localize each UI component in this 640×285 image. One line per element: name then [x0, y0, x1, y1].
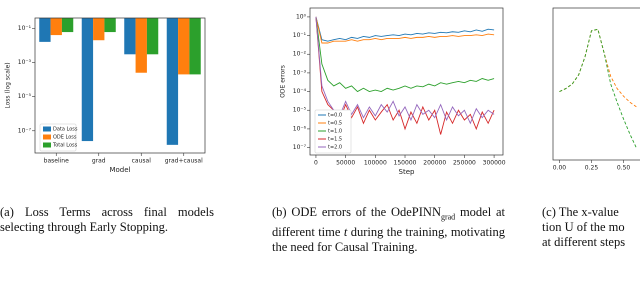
caption-c: (c) The x-value tion U of the mo at differ… [542, 205, 640, 250]
chart-b: 10⁰ 10⁻¹ 10⁻² 10⁻³ 10⁻⁴ 10⁻⁵ 10⁻⁶ 10⁻⁷ 0 50000 100… [280, 7, 506, 176]
caption-line: (c) The x-value [542, 205, 619, 219]
legend-swatch [43, 126, 51, 132]
bar [50, 18, 62, 36]
bar [166, 18, 179, 145]
plot-frame [309, 7, 504, 156]
x-tick-label: 0.25 [585, 165, 599, 172]
bar [104, 18, 116, 33]
y-tick-label: 10⁻³ [293, 69, 307, 76]
x-tick-label: grad+causal [165, 158, 203, 165]
y-tick-label: 10⁻⁵ [18, 93, 32, 100]
legend-swatch [43, 142, 51, 148]
bar [124, 18, 136, 55]
y-axis-label: Loss (log scale) [5, 62, 12, 108]
y-tick-label: 10⁻¹ [18, 25, 32, 32]
series-line [315, 16, 495, 125]
x-tick-label: 100000 [364, 160, 387, 167]
y-tick-label: 10⁻⁶ [293, 125, 307, 132]
x-tick-label: 200000 [423, 160, 446, 167]
plot-frame [34, 17, 206, 154]
legend-label: t=0.5 [328, 121, 342, 127]
legend-label: Data Loss [53, 127, 78, 133]
caption-part: grad [440, 212, 456, 222]
y-axis-label: ODE errors [280, 65, 287, 98]
legend-box [314, 109, 352, 154]
legend-label: t=1.5 [328, 137, 342, 143]
x-axis-label: Model [109, 166, 130, 174]
x-tick-label: 0.50 [617, 165, 631, 172]
bar [39, 18, 51, 42]
y-tick-label: 10⁻³ [18, 59, 32, 66]
bar [178, 18, 190, 75]
series-line [315, 16, 495, 44]
y-tick-label: 10⁻⁷ [18, 127, 32, 134]
y-tick-label: 10⁰ [296, 13, 307, 20]
series-line [315, 16, 495, 93]
bar [189, 18, 201, 75]
caption-part: (b) ODE errors of the OdePINN [272, 205, 441, 219]
caption-line: at different steps [542, 235, 626, 249]
x-tick-label: grad [92, 158, 106, 165]
chart-a: 10⁻¹ 10⁻³ 10⁻⁵ 10⁻⁷ baseline grad causal grad+c… [5, 17, 206, 174]
caption-part: t [343, 224, 348, 239]
x-tick-label: causal [132, 158, 152, 165]
x-tick-label: 0.00 [553, 165, 567, 172]
caption-b: (b) ODE errors of the OdePINNgrad model … [272, 205, 505, 255]
y-tick-label: 10⁻² [293, 51, 307, 58]
bar [61, 18, 74, 33]
y-tick-label: 10⁻¹ [293, 32, 307, 39]
caption-part: model at different time [272, 205, 506, 239]
bar [146, 18, 159, 55]
x-tick-label: 0 [314, 160, 318, 167]
x-tick-label: 50000 [336, 160, 355, 167]
series-line [315, 16, 495, 135]
x-tick-label: 150000 [394, 160, 417, 167]
series-line [315, 16, 495, 42]
bar [135, 18, 147, 73]
x-tick-label: 250000 [453, 160, 476, 167]
legend-label: t=2.0 [328, 145, 342, 151]
legend-label: t=0.0 [328, 113, 342, 119]
legend-swatch [43, 134, 51, 140]
caption-line: tion U of the mo [542, 220, 625, 234]
bar [81, 18, 94, 142]
y-tick-label: 10⁻⁵ [293, 107, 307, 114]
series-line [559, 28, 637, 149]
caption-a: (a) Loss Terms across final models selec… [0, 205, 214, 234]
legend-label: Total Loss [52, 143, 78, 149]
bar [93, 18, 105, 41]
legend-label: ODE Loss [53, 135, 77, 141]
legend-label: t=1.0 [328, 129, 342, 135]
y-tick-label: 10⁻⁷ [293, 144, 307, 151]
x-tick-label: 300000 [483, 160, 506, 167]
series-line [559, 28, 637, 108]
y-tick-label: 10⁻⁴ [293, 88, 307, 95]
plot-frame [552, 7, 640, 161]
chart-c: 0.00 0.25 0.50 [552, 7, 640, 172]
x-tick-label: baseline [44, 158, 69, 165]
caption-part: during the training, motivating the need… [272, 224, 505, 254]
x-axis-label: Step [399, 168, 415, 176]
